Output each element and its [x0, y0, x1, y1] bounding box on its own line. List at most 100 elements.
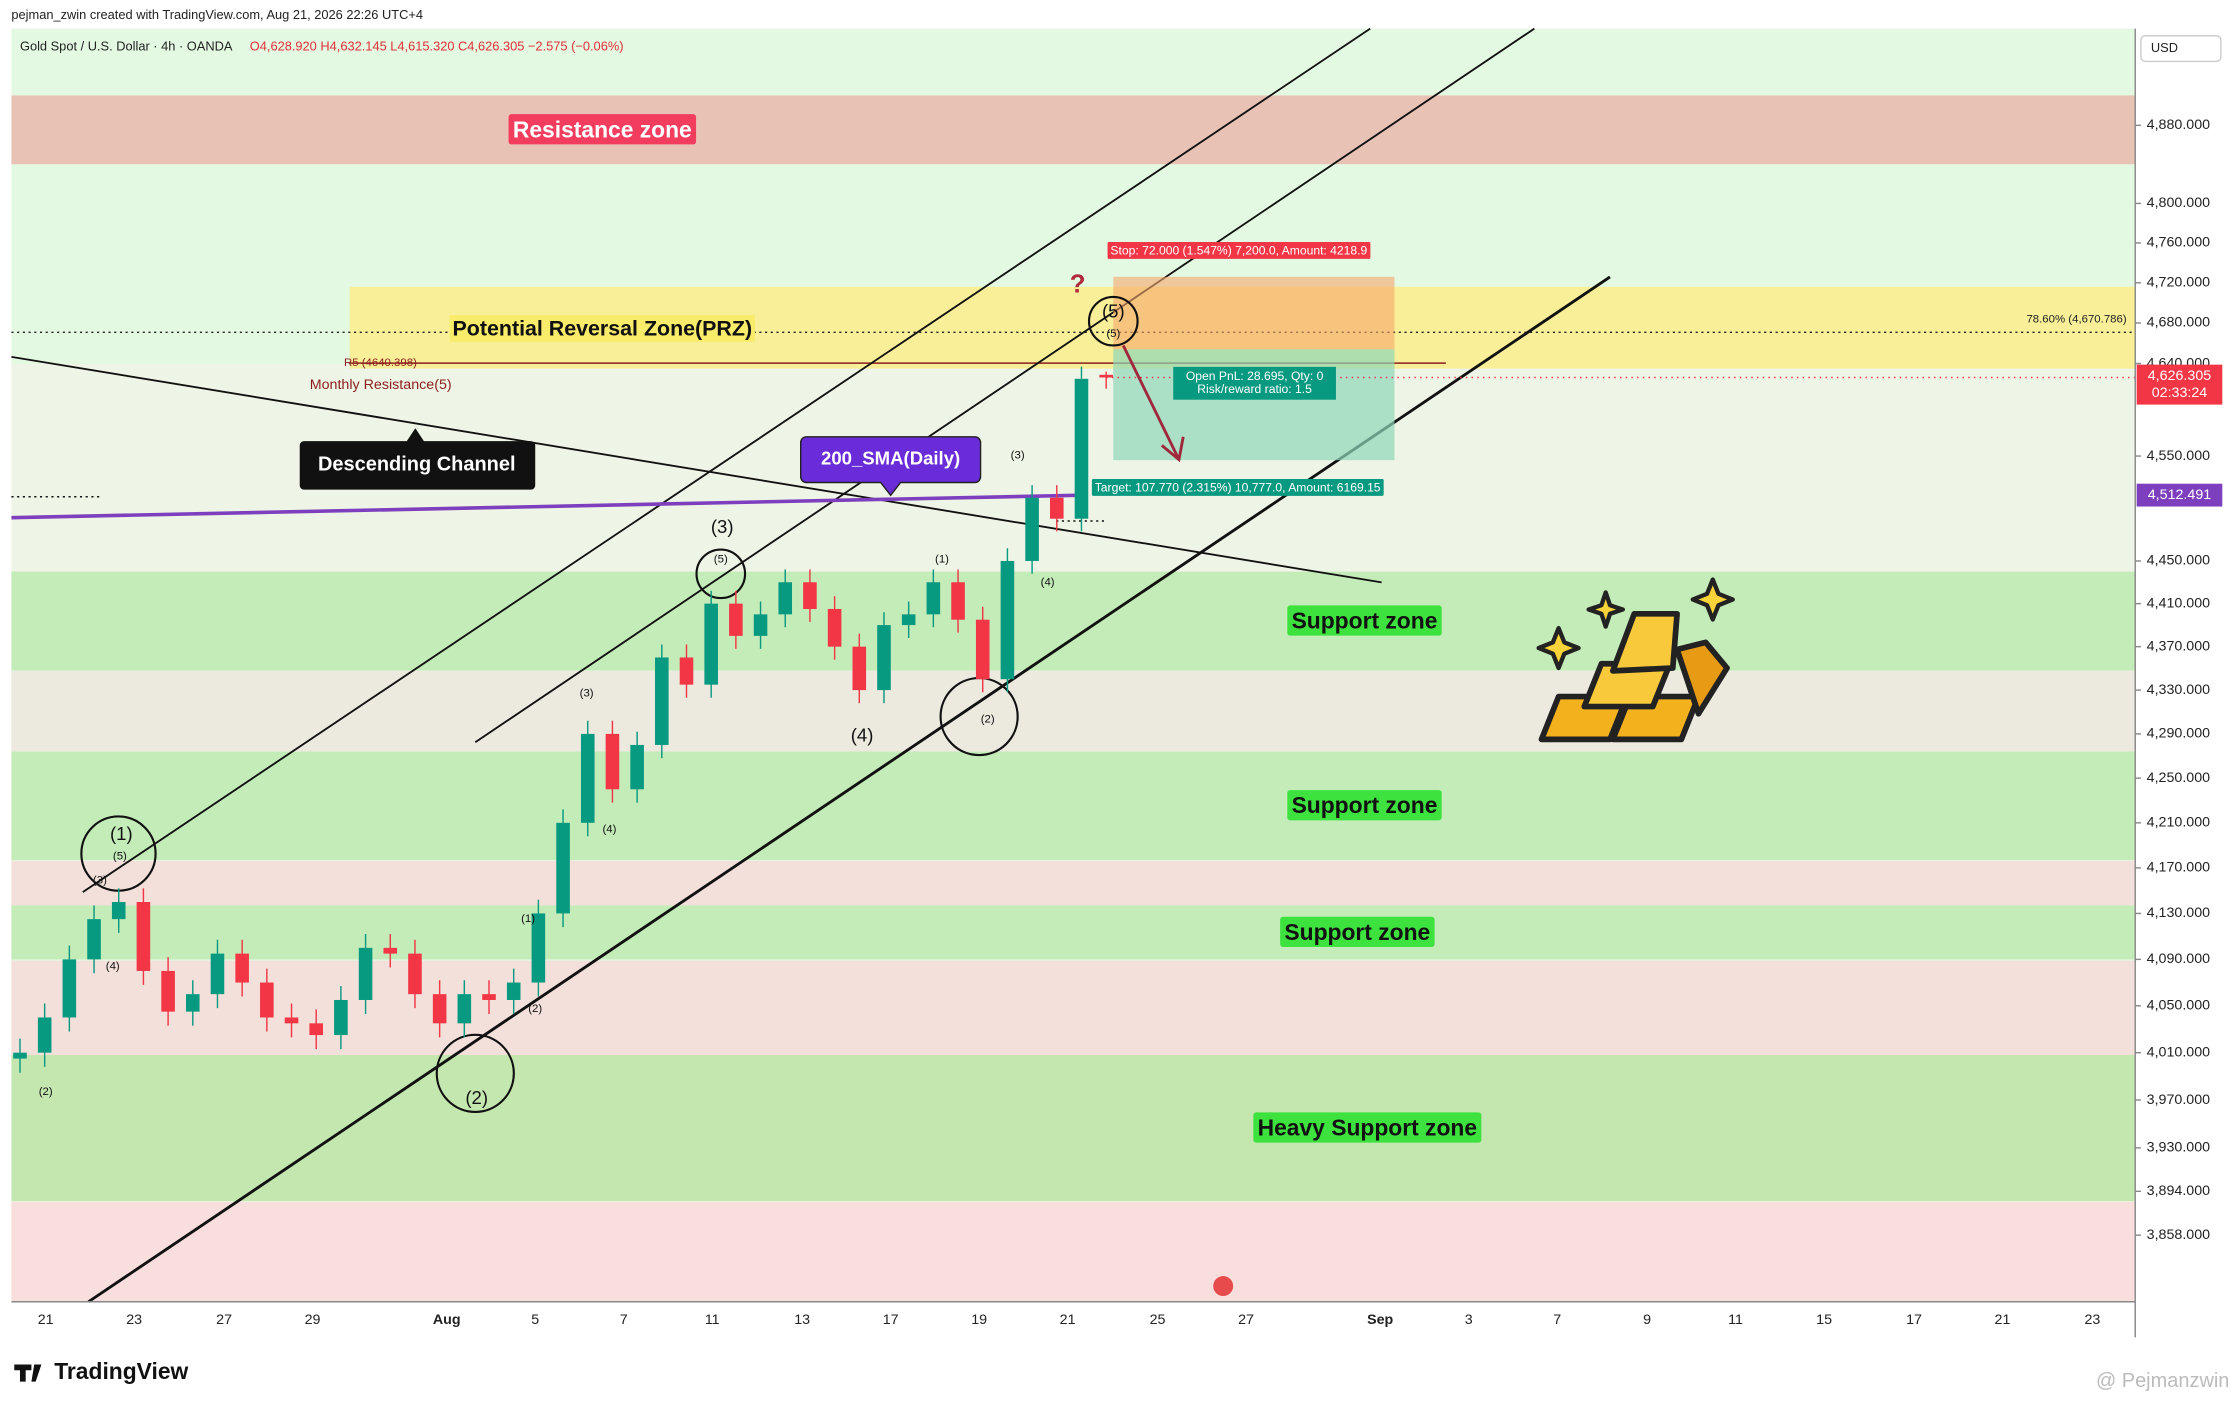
candle-body: [901, 614, 916, 626]
sma-name: 200_SMA(Daily): [821, 448, 960, 469]
fib-label: 78.60% (4,670.786): [2026, 313, 2126, 325]
wave-label: (4): [1041, 576, 1055, 588]
y-tick-label: 4,370.000: [2147, 638, 2211, 654]
wave-label: (5): [1102, 301, 1125, 322]
arrow: [1121, 344, 1185, 463]
candle-body: [1099, 374, 1113, 378]
y-tick-label: 4,330.000: [2147, 682, 2211, 698]
candle-body: [358, 947, 373, 1000]
y-tick-label: 4,250.000: [2147, 770, 2211, 786]
stop-area: [1113, 276, 1395, 350]
wave-label: (5): [1106, 328, 1120, 340]
footer-logo: TradingView: [54, 1358, 188, 1384]
wave-label: (4): [106, 960, 120, 972]
y-tick-label: 4,720.000: [2147, 275, 2211, 291]
candle-body: [235, 953, 249, 983]
zone: [11, 571, 2136, 671]
label-bg: [1107, 242, 1371, 259]
x-tick-label: 27: [216, 1312, 232, 1328]
candle-body: [729, 603, 743, 636]
wave-label: (1): [521, 913, 535, 925]
candle-body: [951, 582, 965, 620]
candle-body: [457, 994, 472, 1024]
wave-label: (2): [528, 1003, 542, 1015]
x-tick-label: 23: [126, 1312, 142, 1328]
r5-note: Monthly Resistance(5): [310, 377, 452, 393]
wave-label: (1): [935, 554, 949, 566]
x-tick-label: 25: [1150, 1312, 1166, 1328]
y-tick-label: 4,210.000: [2147, 815, 2211, 831]
candle-body: [1049, 497, 1064, 519]
currency[interactable]: USD: [2151, 40, 2178, 55]
candle-body: [852, 646, 867, 691]
label-bg: [1287, 790, 1442, 821]
x-tick-label: 5: [531, 1312, 539, 1328]
ohlc: O4,628.920 H4,632.145 L4,615.320 C4,626.…: [250, 39, 624, 54]
zone-label: Support zone: [1284, 919, 1430, 945]
watermark: @ Pejmanzwin: [2096, 1370, 2229, 1392]
x-tick-label: 17: [883, 1312, 899, 1328]
x-tick-label: 11: [705, 1312, 720, 1328]
candle-body: [1025, 497, 1039, 561]
x-tick-label: 21: [1060, 1312, 1076, 1328]
zone-label: Support zone: [1292, 792, 1438, 818]
channel-callout: [299, 428, 536, 490]
candle-body: [383, 947, 398, 954]
candle-body: [753, 614, 768, 636]
y-tick-label: 4,550.000: [2147, 448, 2211, 464]
label-bg: [508, 114, 697, 145]
symbol: Gold Spot / U.S. Dollar · 4h · OANDA: [20, 39, 233, 54]
wave-label: (3): [1011, 449, 1025, 461]
band: [11, 860, 2136, 907]
credit: pejman_zwin created with TradingView.com…: [11, 7, 423, 22]
pnl-bg: [1173, 366, 1336, 400]
candle-body: [827, 608, 842, 647]
candle-body: [580, 733, 595, 823]
x-tick-label: Sep: [1367, 1312, 1393, 1328]
y-tick-label: 3,858.000: [2147, 1227, 2211, 1243]
x-tick-label: 29: [305, 1312, 321, 1328]
last-price-bg: [2136, 364, 2223, 405]
y-tick-label: 4,800.000: [2147, 195, 2211, 211]
y-tick-label: 4,410.000: [2147, 595, 2211, 611]
question-mark: ?: [1070, 270, 1086, 298]
y-tick-label: 4,010.000: [2147, 1044, 2211, 1060]
label-bg: [449, 314, 755, 342]
candle-body: [210, 953, 225, 995]
x-tick-label: 23: [2084, 1312, 2100, 1328]
candle-body: [704, 603, 718, 685]
x-tick-label: 19: [971, 1312, 987, 1328]
x-tick-label: 21: [1995, 1312, 2011, 1328]
zone-label: Heavy Support zone: [1258, 1114, 1477, 1140]
event-icon[interactable]: [1213, 1276, 1234, 1297]
trend-line: [474, 27, 1535, 744]
trend-line: [11, 355, 1382, 584]
tv-logo: [14, 1364, 42, 1382]
candle-body: [260, 982, 274, 1018]
label-bg: [1091, 478, 1384, 496]
trend-line: [82, 27, 1371, 893]
candle-body: [1000, 560, 1015, 680]
band: [11, 670, 2136, 753]
y-tick-label: 3,930.000: [2147, 1140, 2211, 1156]
zone-label: Support zone: [1292, 608, 1438, 634]
channel-label: Descending Channel: [318, 454, 516, 476]
candle-body: [655, 657, 669, 745]
band: [11, 1201, 2136, 1302]
x-tick-label: 7: [1553, 1312, 1561, 1328]
candle-body: [432, 994, 447, 1024]
y-tick-label: 4,050.000: [2147, 998, 2211, 1014]
label-bg: [1253, 1112, 1482, 1143]
r5-label: R5 (4640.398): [344, 357, 417, 369]
candle-body: [556, 822, 570, 914]
y-tick-label: 4,090.000: [2147, 951, 2211, 967]
candle-body: [13, 1052, 27, 1059]
candle-body: [87, 919, 101, 960]
y-tick-label: 4,130.000: [2147, 905, 2211, 921]
drawings: [11, 27, 2136, 1303]
x-tick-label: 27: [1238, 1312, 1254, 1328]
wave-circle: [435, 1033, 515, 1113]
y-tick-label: 4,450.000: [2147, 553, 2211, 569]
currency-box[interactable]: [2140, 35, 2222, 63]
label-bg: [1280, 916, 1435, 948]
